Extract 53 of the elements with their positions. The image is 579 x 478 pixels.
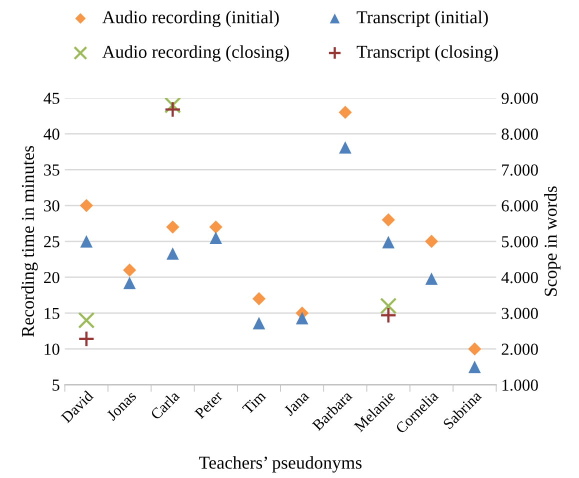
point: [122, 263, 136, 277]
point: [468, 360, 481, 374]
y-tick-label: 15: [44, 308, 60, 320]
point: [80, 198, 94, 212]
legend-label: Audio recording (closing): [102, 45, 289, 62]
y-tick-label: 5: [52, 380, 60, 391]
y-tick-label: 25: [44, 236, 60, 248]
point: [252, 292, 266, 306]
point: [164, 98, 182, 114]
x-axis-title: Teachers’ pseudonyms: [199, 456, 362, 473]
point: [425, 272, 438, 285]
point: [468, 342, 482, 356]
point: [164, 101, 182, 118]
x-tick-label: Jana: [284, 390, 310, 416]
point: [296, 312, 308, 324]
point: [380, 298, 397, 314]
legend-label: Audio recording (initial): [102, 10, 279, 28]
point: [210, 232, 222, 244]
y-tick-label: 35: [44, 164, 60, 176]
y2-tick-label: 3.000: [502, 308, 538, 320]
legend-label: Transcript (closing): [356, 45, 498, 62]
x-tick-label: Tim: [242, 390, 266, 415]
legend-label: Transcript (initial): [356, 10, 488, 28]
y2-tick-label: 2.000: [502, 344, 538, 355]
point: [424, 234, 438, 248]
y2-tick-label: 7.000: [502, 164, 538, 176]
y2-tick-label: 6.000: [502, 200, 538, 212]
point: [382, 236, 395, 248]
y-axis-title: Recording time in minutes: [21, 146, 38, 337]
x-tick-label: Carla: [150, 390, 180, 420]
point: [123, 276, 136, 290]
point: [78, 312, 95, 329]
y2-tick-label: 9.000: [502, 92, 538, 104]
y2-tick-label: 5.000: [502, 236, 538, 248]
point: [209, 220, 222, 234]
point: [380, 306, 397, 324]
y2-tick-label: 8.000: [502, 128, 538, 140]
y-tick-label: 45: [44, 92, 60, 104]
point: [382, 213, 395, 226]
y-tick-label: 20: [44, 272, 60, 284]
point: [166, 220, 180, 234]
y2-axis-title: Scope in words: [544, 186, 560, 296]
point: [339, 141, 352, 154]
point: [166, 247, 179, 260]
y2-tick-label: 1.000: [502, 379, 538, 391]
y-tick-label: 30: [44, 200, 60, 212]
y2-tick-label: 4.000: [501, 272, 538, 284]
y-tick-label: 10: [44, 344, 60, 355]
point: [78, 330, 95, 348]
point: [252, 316, 266, 330]
y-tick-label: 40: [44, 128, 60, 140]
point: [338, 106, 352, 119]
point: [80, 235, 93, 248]
